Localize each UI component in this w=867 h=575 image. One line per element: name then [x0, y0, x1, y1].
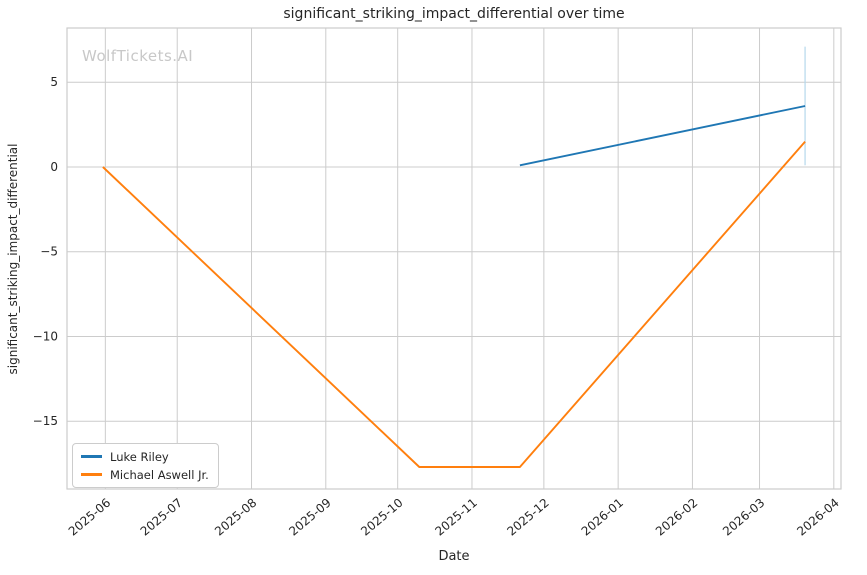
y-tick-label: 5	[50, 75, 58, 89]
x-tick-label: 2025-06	[66, 496, 113, 539]
y-tick-label: −15	[33, 414, 58, 428]
y-tick-label: −10	[33, 329, 58, 343]
x-axis-label: Date	[438, 549, 470, 564]
legend-line-swatch	[81, 473, 102, 476]
watermark: WolfTickets.AI	[82, 47, 194, 65]
y-tick-label: 0	[50, 160, 58, 174]
legend-entry: Michael Aswell Jr.	[81, 467, 209, 482]
x-tick-label: 2026-02	[653, 496, 700, 539]
x-tick-label: 2025-10	[358, 496, 405, 539]
x-tick-label: 2025-12	[504, 496, 551, 539]
legend: Luke Riley Michael Aswell Jr.	[72, 443, 219, 488]
y-tick-label: −5	[40, 245, 58, 259]
x-tick-label: 2026-03	[720, 496, 767, 539]
x-tick-label: 2025-08	[212, 496, 259, 539]
plot-border	[66, 27, 842, 490]
series-line-luke-riley	[519, 105, 806, 167]
x-tick-label: 2026-01	[579, 496, 626, 539]
series-line-michael-aswell-jr	[102, 140, 806, 468]
legend-label: Luke Riley	[110, 449, 169, 464]
legend-label: Michael Aswell Jr.	[110, 467, 209, 482]
chart-title: significant_striking_impact_differential…	[283, 6, 625, 22]
x-tick-label: 2025-09	[286, 496, 333, 539]
legend-line-swatch	[81, 455, 102, 458]
x-tick-label: 2025-07	[138, 496, 185, 539]
y-axis-label: significant_striking_impact_differential	[6, 143, 20, 375]
x-tick-label: 2025-11	[432, 496, 479, 539]
legend-entry: Luke Riley	[81, 449, 209, 464]
x-tick-label: 2026-04	[794, 496, 841, 539]
